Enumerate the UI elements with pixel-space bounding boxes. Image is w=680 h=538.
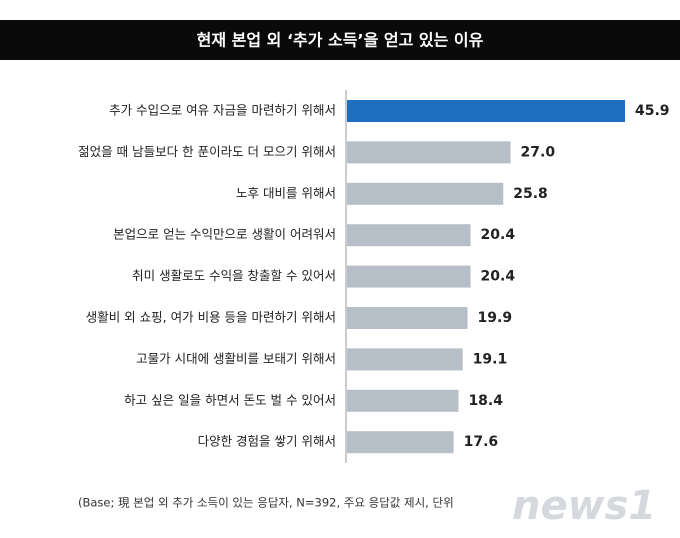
value-label: 18.4 (468, 393, 503, 409)
category-label: 취미 생활로도 수익을 창출할 수 있어서 (132, 268, 336, 283)
bar (347, 265, 471, 288)
category-label: 하고 싶은 일을 하면서 돈도 벌 수 있어서 (124, 392, 336, 407)
value-label: 45.9 (635, 103, 670, 119)
bar (347, 100, 625, 122)
category-label: 다양한 경험을 쌓기 위해서 (198, 434, 336, 449)
category-label: 생활비 외 쇼핑, 여가 비용 등을 마련하기 위해서 (86, 310, 336, 325)
value-label: 19.9 (478, 310, 513, 326)
bar (347, 224, 471, 247)
value-label: 20.4 (481, 227, 516, 243)
category-label: 고물가 시대에 생활비를 보태기 위해서 (136, 351, 336, 366)
category-label: 본업으로 얻는 수익만으로 생활이 어려워서 (113, 227, 336, 242)
category-label: 젊었을 때 남들보다 한 푼이라도 더 모으기 위해서 (78, 144, 336, 159)
category-label: 추가 수입으로 여유 자금을 마련하기 위해서 (109, 103, 336, 118)
bar (347, 307, 468, 329)
value-label: 27.0 (521, 144, 556, 160)
bar (347, 141, 511, 164)
watermark: news1 (512, 483, 656, 529)
footnote: (Base; 現 본업 외 추가 소득이 있는 응답자, N=392, 주요 응… (78, 496, 454, 510)
value-label: 19.1 (473, 351, 508, 367)
category-label: 노후 대비를 위해서 (236, 185, 336, 200)
value-label: 17.6 (464, 434, 499, 450)
bar (347, 182, 504, 205)
bar (347, 348, 463, 371)
bar (347, 389, 459, 412)
title-bar (0, 20, 680, 60)
chart-title: 현재 본업 외 ‘추가 소득’을 얻고 있는 이유 (197, 31, 484, 50)
value-label: 25.8 (513, 186, 548, 202)
bar (347, 431, 454, 454)
value-label: 20.4 (481, 269, 516, 285)
